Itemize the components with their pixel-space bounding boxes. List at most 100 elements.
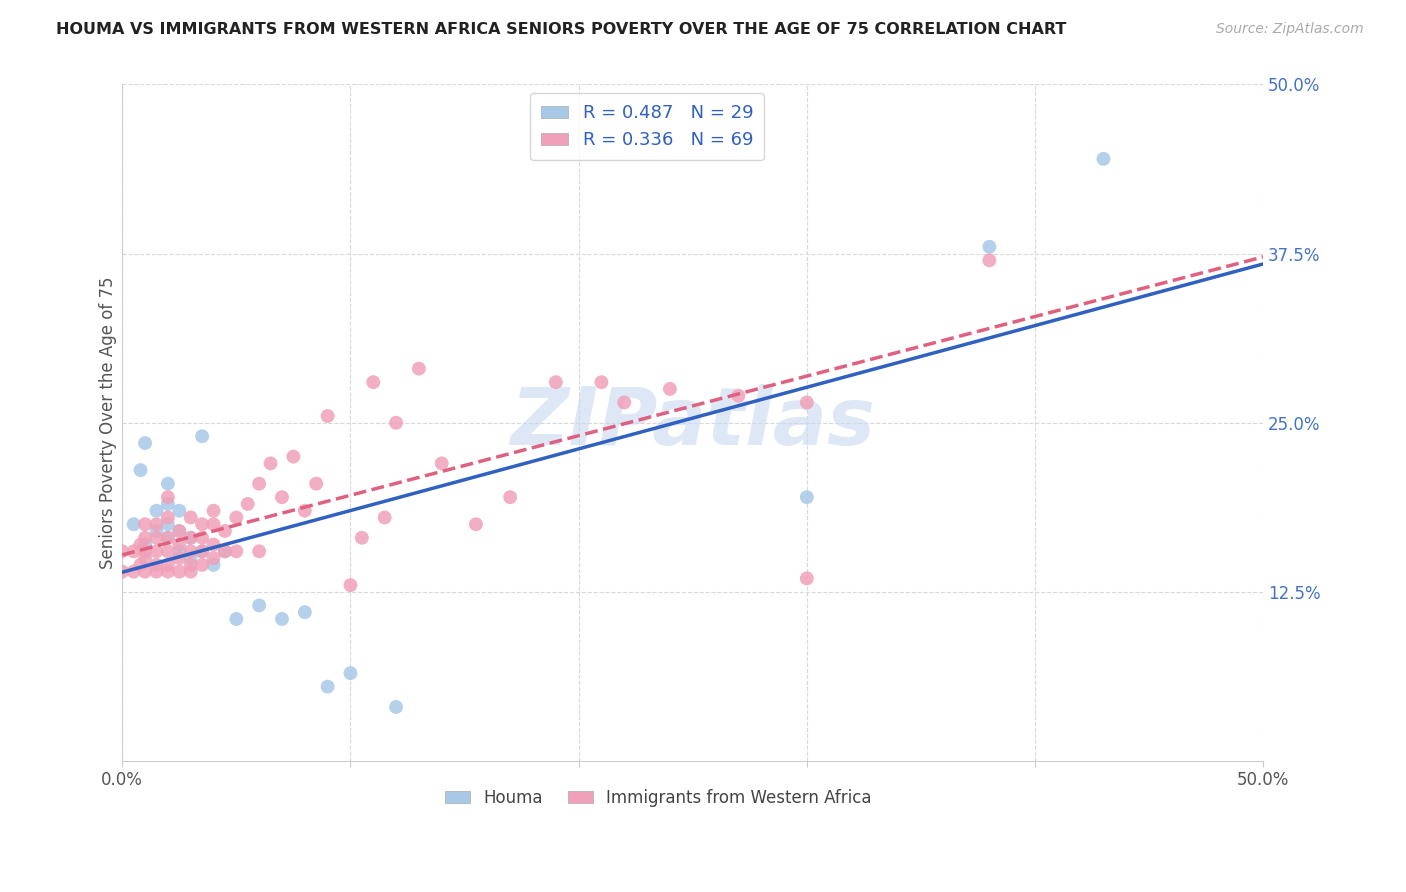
Point xyxy=(374,510,396,524)
Point xyxy=(202,558,225,572)
Point xyxy=(316,680,339,694)
Point xyxy=(156,517,179,532)
Point xyxy=(316,409,339,423)
Text: Source: ZipAtlas.com: Source: ZipAtlas.com xyxy=(1216,22,1364,37)
Point xyxy=(247,599,270,613)
Point xyxy=(294,605,316,619)
Point xyxy=(225,510,247,524)
Point xyxy=(214,544,236,558)
Point xyxy=(169,544,191,558)
Point xyxy=(591,375,613,389)
Point xyxy=(134,436,156,450)
Y-axis label: Seniors Poverty Over the Age of 75: Seniors Poverty Over the Age of 75 xyxy=(100,277,117,569)
Point xyxy=(180,544,202,558)
Point xyxy=(169,524,191,538)
Point xyxy=(145,558,167,572)
Point xyxy=(247,476,270,491)
Point xyxy=(796,395,818,409)
Point xyxy=(499,490,522,504)
Point xyxy=(134,517,156,532)
Point xyxy=(169,537,191,551)
Point xyxy=(145,504,167,518)
Point xyxy=(613,395,636,409)
Point xyxy=(796,571,818,585)
Point xyxy=(122,517,145,532)
Point xyxy=(134,531,156,545)
Point xyxy=(979,253,1001,268)
Point xyxy=(271,612,294,626)
Point xyxy=(134,551,156,566)
Point xyxy=(145,531,167,545)
Point xyxy=(134,565,156,579)
Point xyxy=(169,565,191,579)
Point xyxy=(156,565,179,579)
Point xyxy=(129,558,152,572)
Point xyxy=(236,497,259,511)
Legend: Houma, Immigrants from Western Africa: Houma, Immigrants from Western Africa xyxy=(439,782,879,814)
Point xyxy=(385,416,408,430)
Point xyxy=(122,565,145,579)
Point xyxy=(191,531,214,545)
Point xyxy=(271,490,294,504)
Point xyxy=(202,551,225,566)
Point xyxy=(408,361,430,376)
Point xyxy=(191,544,214,558)
Point xyxy=(191,558,214,572)
Point xyxy=(202,517,225,532)
Point xyxy=(169,504,191,518)
Point xyxy=(129,463,152,477)
Point xyxy=(305,476,328,491)
Point xyxy=(202,537,225,551)
Point xyxy=(385,700,408,714)
Point xyxy=(156,476,179,491)
Point xyxy=(796,490,818,504)
Point xyxy=(979,240,1001,254)
Point xyxy=(145,544,167,558)
Point xyxy=(145,524,167,538)
Point xyxy=(339,666,361,681)
Point xyxy=(180,510,202,524)
Text: HOUMA VS IMMIGRANTS FROM WESTERN AFRICA SENIORS POVERTY OVER THE AGE OF 75 CORRE: HOUMA VS IMMIGRANTS FROM WESTERN AFRICA … xyxy=(56,22,1067,37)
Point xyxy=(727,389,749,403)
Point xyxy=(225,612,247,626)
Text: ZIPatlas: ZIPatlas xyxy=(510,384,875,462)
Point xyxy=(339,578,361,592)
Point xyxy=(247,544,270,558)
Point xyxy=(191,544,214,558)
Point xyxy=(350,531,373,545)
Point xyxy=(202,504,225,518)
Point xyxy=(180,531,202,545)
Point xyxy=(544,375,567,389)
Point xyxy=(156,544,179,558)
Point xyxy=(156,558,179,572)
Point xyxy=(283,450,305,464)
Point xyxy=(361,375,384,389)
Point xyxy=(214,524,236,538)
Point xyxy=(156,531,179,545)
Point xyxy=(111,544,134,558)
Point xyxy=(169,551,191,566)
Point xyxy=(191,517,214,532)
Point xyxy=(156,490,179,504)
Point xyxy=(122,544,145,558)
Point xyxy=(191,429,214,443)
Point xyxy=(156,497,179,511)
Point xyxy=(214,544,236,558)
Point xyxy=(156,531,179,545)
Point xyxy=(129,537,152,551)
Point xyxy=(169,524,191,538)
Point xyxy=(145,517,167,532)
Point xyxy=(180,565,202,579)
Point xyxy=(294,504,316,518)
Point xyxy=(225,544,247,558)
Point xyxy=(180,558,202,572)
Point xyxy=(111,565,134,579)
Point xyxy=(156,510,179,524)
Point xyxy=(145,565,167,579)
Point xyxy=(465,517,488,532)
Point xyxy=(134,537,156,551)
Point xyxy=(259,456,281,470)
Point xyxy=(134,544,156,558)
Point xyxy=(430,456,453,470)
Point xyxy=(180,531,202,545)
